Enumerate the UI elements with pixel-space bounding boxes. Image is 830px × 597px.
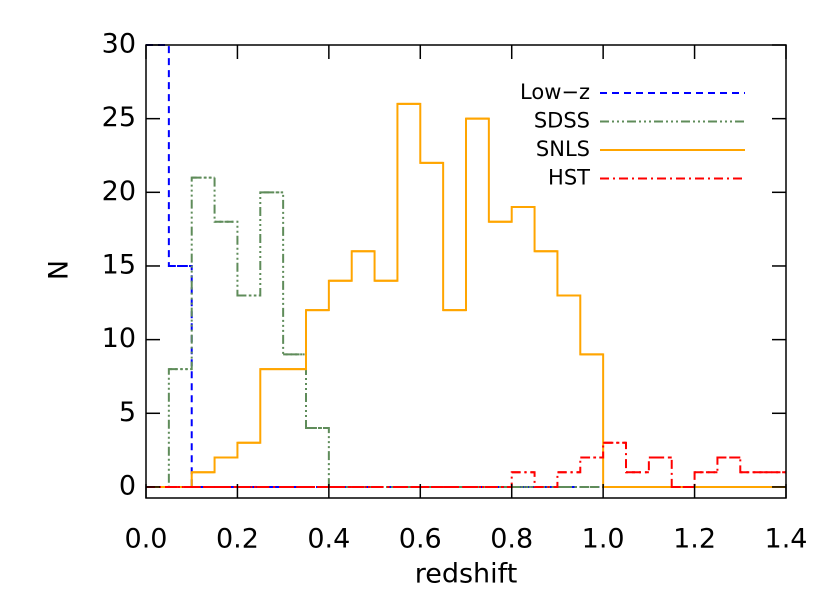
histogram-outline [146, 441, 786, 488]
x-tick-label: 0.0 [125, 524, 168, 555]
y-tick-label: 30 [102, 29, 136, 60]
legend-label: SDSS [534, 109, 590, 133]
y-tick-label: 20 [102, 176, 136, 207]
x-tick-label: 1.4 [765, 524, 808, 555]
y-tick-label: 5 [119, 397, 136, 428]
x-tick-label: 0.8 [490, 524, 533, 555]
x-tick-label: 0.6 [399, 524, 442, 555]
y-tick-label: 10 [102, 323, 136, 354]
x-tick-label: 1.2 [673, 524, 716, 555]
y-tick-label: 15 [102, 249, 136, 280]
x-axis-label: redshift [415, 559, 518, 590]
x-tick-label: 1.0 [582, 524, 625, 555]
y-tick-label: 25 [102, 102, 136, 133]
x-tick-label: 0.4 [307, 524, 350, 555]
legend-label: HST [548, 166, 590, 190]
legend-label: SNLS [536, 137, 590, 161]
y-axis-label: N [44, 260, 75, 280]
y-tick-label: 0 [119, 470, 136, 501]
legend-label: Low−z [520, 80, 590, 104]
plot-frame [145, 44, 787, 499]
x-tick-label: 0.2 [216, 524, 259, 555]
histogram-outline [146, 102, 786, 488]
